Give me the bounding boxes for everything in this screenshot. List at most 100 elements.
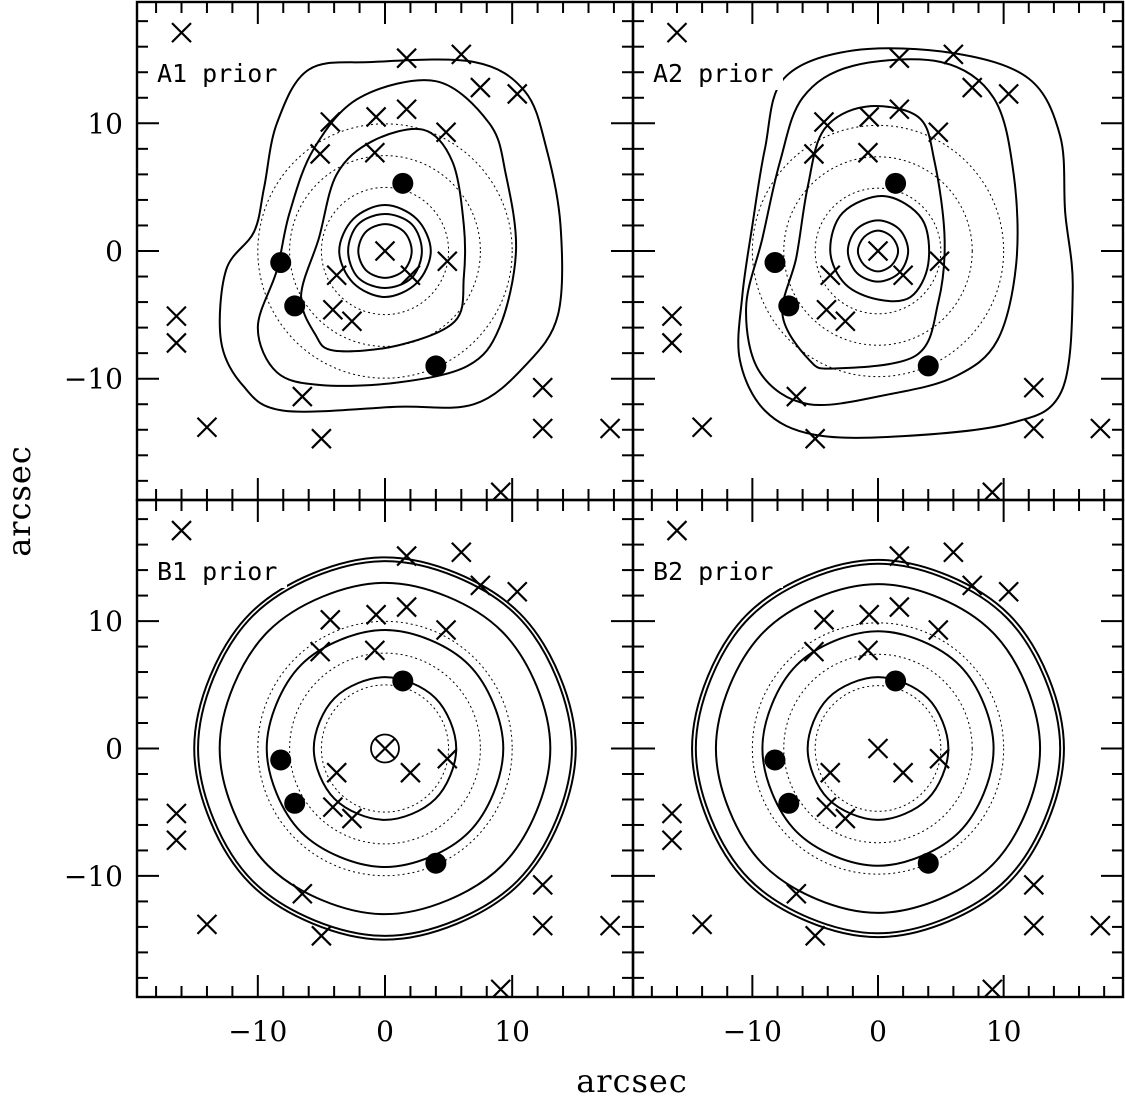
panel-border	[631, 498, 1125, 999]
filled-marker	[270, 749, 292, 771]
cross-marker	[857, 142, 879, 163]
contour-line	[347, 212, 423, 290]
filled-marker	[392, 172, 414, 194]
dotted-reference-circle	[783, 653, 973, 844]
cross-marker	[892, 762, 914, 783]
filled-marker	[885, 172, 907, 194]
cross-marker	[1023, 418, 1045, 439]
contour-line	[218, 58, 564, 413]
cross-marker	[166, 305, 187, 327]
cross-marker	[435, 619, 457, 641]
panel-label: A1 prior	[157, 59, 277, 88]
cross-marker	[292, 883, 313, 905]
cross-marker	[943, 44, 964, 65]
cross-marker	[889, 47, 910, 69]
panel-4: B2 prior	[633, 500, 1123, 997]
cross-marker	[309, 143, 331, 165]
cross-marker	[341, 808, 363, 829]
contour-line	[806, 676, 950, 821]
filled-marker	[425, 852, 447, 874]
dotted-reference-circle	[814, 685, 942, 812]
cross-marker	[816, 299, 837, 321]
cross-marker	[819, 264, 841, 286]
panel-label: B1 prior	[157, 557, 277, 586]
cross-marker	[196, 416, 218, 438]
cross-marker	[506, 581, 528, 603]
cross-marker	[532, 377, 553, 398]
cross-marker	[867, 240, 889, 262]
cross-marker	[166, 803, 187, 824]
cross-marker	[320, 111, 341, 133]
cross-marker	[813, 609, 835, 631]
cross-marker	[396, 545, 417, 567]
y-tick-label: 10	[87, 605, 123, 638]
cross-marker	[322, 796, 344, 818]
filled-marker	[778, 792, 800, 814]
y-tick-label: 10	[87, 107, 123, 140]
cross-marker	[666, 22, 688, 43]
cross-marker	[858, 106, 880, 128]
contour-line	[737, 47, 1074, 439]
cross-marker	[171, 520, 192, 541]
cross-marker	[532, 915, 553, 936]
panel-label: B2 prior	[653, 557, 773, 586]
cross-marker	[437, 748, 458, 769]
panel-plot-area	[661, 22, 1111, 500]
cross-marker	[998, 581, 1019, 603]
x-tick-label: −10	[228, 1015, 287, 1048]
cross-marker	[364, 142, 386, 163]
cross-marker	[374, 240, 396, 262]
filled-marker	[284, 792, 306, 814]
y-tick-label: −10	[64, 363, 123, 396]
cross-marker	[858, 604, 880, 625]
cross-marker	[982, 979, 1003, 997]
cross-marker	[437, 250, 458, 272]
contour-line	[312, 676, 458, 821]
cross-marker	[857, 640, 879, 661]
dotted-reference-circle	[289, 155, 481, 347]
contour-line	[714, 583, 1042, 914]
contour-line	[300, 127, 467, 353]
filled-marker	[764, 749, 786, 771]
panel-label-background	[649, 558, 783, 588]
cross-marker	[599, 915, 621, 936]
contour-line	[193, 556, 577, 941]
cross-marker	[311, 925, 332, 947]
cross-marker	[813, 111, 835, 133]
cross-marker	[599, 418, 621, 439]
contour-line	[856, 229, 900, 273]
y-axis-title: arcsec	[0, 445, 38, 557]
cross-marker	[786, 386, 807, 407]
cross-marker	[819, 762, 841, 783]
cross-marker	[311, 428, 332, 449]
cross-marker	[1023, 915, 1045, 936]
cross-marker	[892, 264, 914, 286]
contour-line	[829, 195, 931, 303]
panel-frame-layer	[135, 0, 1125, 999]
cross-marker	[1090, 418, 1111, 439]
cross-marker	[661, 829, 683, 851]
cross-marker	[835, 310, 856, 332]
filled-marker	[764, 251, 786, 273]
contour-line	[846, 219, 910, 283]
cross-marker	[889, 545, 910, 567]
cross-marker	[309, 641, 331, 662]
contour-line	[781, 105, 946, 370]
x-tick-label: 0	[376, 1015, 394, 1048]
cross-marker	[320, 609, 341, 631]
cross-marker	[835, 808, 856, 829]
cross-marker	[451, 44, 472, 65]
cross-marker	[166, 829, 187, 851]
cross-marker	[889, 596, 910, 618]
cross-marker	[396, 596, 417, 618]
contour-line	[691, 558, 1065, 939]
panel-label-background	[649, 60, 783, 90]
cross-marker	[929, 748, 950, 769]
panel-plot-area	[166, 22, 621, 500]
cross-marker	[435, 121, 457, 143]
cross-marker	[196, 914, 218, 935]
cross-marker	[691, 914, 713, 935]
cross-marker	[365, 604, 387, 625]
cross-marker	[326, 264, 347, 286]
